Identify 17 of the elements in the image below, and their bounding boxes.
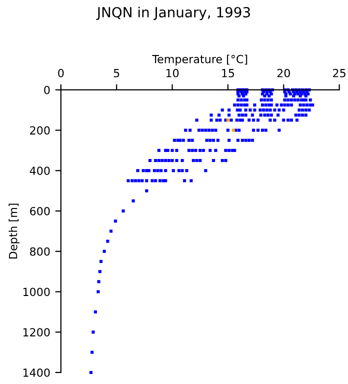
x-tick-label: 10 bbox=[166, 68, 179, 78]
x-axis-title: Temperature [°C] bbox=[152, 54, 248, 66]
y-tick-label: 1000 bbox=[23, 288, 50, 296]
y-tick-label: 0 bbox=[44, 86, 50, 94]
chart-title: JNQN in January, 1993 bbox=[96, 6, 250, 20]
y-tick-label: 1200 bbox=[23, 328, 50, 336]
x-tick-label: 5 bbox=[114, 69, 120, 78]
y-tick-label: 800 bbox=[30, 247, 50, 256]
x-tick-label: 0 bbox=[58, 68, 64, 78]
y-tick-label: 1400 bbox=[23, 368, 50, 377]
y-tick-label: 200 bbox=[30, 126, 50, 135]
y-tick-label: 400 bbox=[30, 166, 50, 175]
y-axis-title: Depth [m] bbox=[8, 204, 20, 259]
x-tick-label: 25 bbox=[333, 68, 346, 78]
x-tick-label: 15 bbox=[222, 69, 234, 78]
y-tick-label: 600 bbox=[30, 206, 50, 216]
x-tick-label: 20 bbox=[277, 68, 290, 78]
